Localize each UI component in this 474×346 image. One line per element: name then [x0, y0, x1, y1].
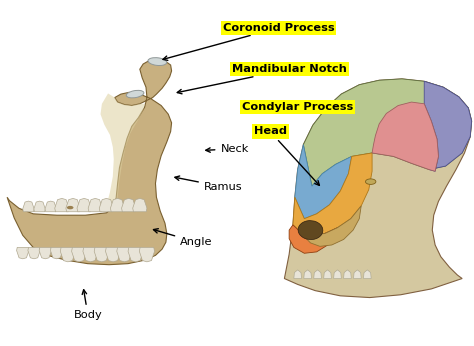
- Polygon shape: [303, 79, 472, 186]
- Text: Mandibular Notch: Mandibular Notch: [177, 64, 347, 94]
- Polygon shape: [372, 102, 438, 171]
- Text: Condylar Process: Condylar Process: [242, 102, 353, 112]
- Polygon shape: [55, 199, 69, 212]
- Polygon shape: [424, 81, 472, 171]
- Ellipse shape: [365, 179, 376, 184]
- Ellipse shape: [148, 58, 167, 65]
- Text: Ramus: Ramus: [175, 176, 242, 192]
- Polygon shape: [72, 247, 87, 262]
- Polygon shape: [106, 247, 121, 262]
- Polygon shape: [294, 270, 301, 279]
- Polygon shape: [324, 270, 331, 279]
- Polygon shape: [295, 145, 352, 219]
- Polygon shape: [45, 201, 56, 212]
- Text: Body: Body: [73, 290, 102, 320]
- Polygon shape: [83, 247, 98, 262]
- Ellipse shape: [126, 90, 144, 98]
- Polygon shape: [139, 247, 155, 262]
- Polygon shape: [128, 247, 143, 262]
- Polygon shape: [50, 247, 63, 259]
- Polygon shape: [133, 199, 147, 212]
- Text: Neck: Neck: [206, 144, 249, 154]
- Polygon shape: [306, 206, 361, 246]
- Polygon shape: [60, 247, 75, 262]
- Polygon shape: [66, 199, 80, 212]
- Text: Coronoid Process: Coronoid Process: [163, 23, 334, 60]
- Polygon shape: [334, 270, 341, 279]
- Polygon shape: [289, 225, 337, 253]
- Polygon shape: [284, 79, 472, 298]
- Polygon shape: [314, 270, 321, 279]
- Polygon shape: [88, 199, 102, 212]
- Polygon shape: [121, 199, 136, 212]
- Polygon shape: [110, 199, 125, 212]
- Polygon shape: [100, 199, 113, 212]
- Polygon shape: [28, 247, 40, 259]
- Text: Angle: Angle: [154, 229, 213, 247]
- Polygon shape: [39, 247, 52, 259]
- Polygon shape: [293, 153, 372, 235]
- Polygon shape: [364, 270, 371, 279]
- Polygon shape: [7, 60, 172, 265]
- Polygon shape: [354, 270, 361, 279]
- Polygon shape: [77, 199, 91, 212]
- Polygon shape: [117, 247, 132, 262]
- Polygon shape: [34, 201, 45, 212]
- Polygon shape: [94, 247, 109, 262]
- Polygon shape: [344, 270, 351, 279]
- Polygon shape: [23, 201, 34, 212]
- Ellipse shape: [67, 206, 73, 209]
- Ellipse shape: [298, 221, 323, 239]
- Polygon shape: [304, 270, 311, 279]
- Polygon shape: [100, 93, 147, 208]
- Polygon shape: [17, 247, 29, 259]
- Text: Head: Head: [254, 127, 319, 185]
